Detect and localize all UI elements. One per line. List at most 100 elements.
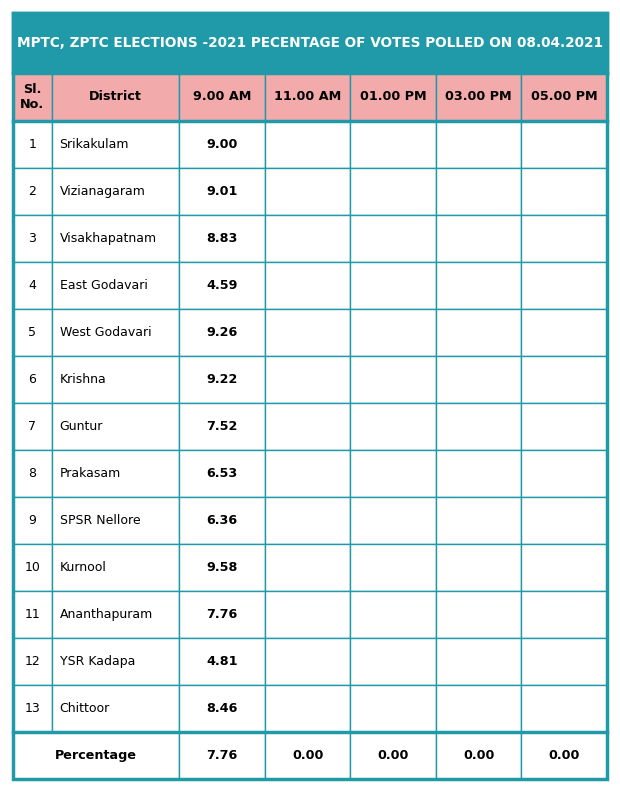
Bar [13, 121, 51, 168]
Bar [51, 73, 179, 121]
Bar [350, 356, 436, 403]
Bar [436, 732, 521, 779]
Bar [265, 262, 350, 309]
Bar [179, 215, 265, 262]
Bar [265, 403, 350, 450]
Text: 5: 5 [29, 326, 37, 339]
Text: Ananthapuram: Ananthapuram [60, 608, 153, 621]
Bar [179, 73, 265, 121]
Bar [350, 497, 436, 544]
Bar [179, 544, 265, 591]
Text: 7.52: 7.52 [206, 420, 238, 433]
Text: 4.81: 4.81 [206, 655, 238, 668]
Bar [265, 638, 350, 685]
Bar [521, 638, 607, 685]
Text: Chittoor: Chittoor [60, 702, 110, 715]
Bar [436, 685, 521, 732]
Bar [350, 121, 436, 168]
Bar [51, 591, 179, 638]
Text: East Godavari: East Godavari [60, 279, 148, 292]
Bar [13, 309, 51, 356]
Bar [265, 544, 350, 591]
Bar [179, 638, 265, 685]
Bar [350, 73, 436, 121]
Bar [179, 497, 265, 544]
Bar [179, 685, 265, 732]
Text: 9.26: 9.26 [206, 326, 237, 339]
Text: SPSR Nellore: SPSR Nellore [60, 514, 140, 527]
Bar [521, 450, 607, 497]
Bar [521, 309, 607, 356]
Text: 9: 9 [29, 514, 36, 527]
Text: 4: 4 [29, 279, 36, 292]
Bar [13, 497, 51, 544]
Text: 7.76: 7.76 [206, 608, 237, 621]
Bar [13, 638, 51, 685]
Bar [521, 356, 607, 403]
Bar [436, 450, 521, 497]
Bar [521, 544, 607, 591]
Text: YSR Kadapa: YSR Kadapa [60, 655, 135, 668]
Text: 9.01: 9.01 [206, 185, 238, 198]
Bar [51, 403, 179, 450]
Text: 9.58: 9.58 [206, 561, 238, 574]
Bar [13, 732, 179, 779]
Text: West Godavari: West Godavari [60, 326, 151, 339]
Bar [51, 121, 179, 168]
Text: Kurnool: Kurnool [60, 561, 107, 574]
Text: 9.00: 9.00 [206, 138, 238, 151]
Bar [521, 685, 607, 732]
Bar [51, 215, 179, 262]
Text: 9.00 AM: 9.00 AM [193, 90, 251, 104]
Bar [13, 13, 607, 73]
Bar [265, 73, 350, 121]
Bar [51, 497, 179, 544]
Bar [179, 732, 265, 779]
Bar [350, 732, 436, 779]
Bar [436, 215, 521, 262]
Bar [265, 591, 350, 638]
Text: 8: 8 [29, 467, 37, 480]
Bar [350, 215, 436, 262]
Text: 9.22: 9.22 [206, 373, 238, 386]
Bar [265, 497, 350, 544]
Bar [51, 168, 179, 215]
Bar [436, 638, 521, 685]
Bar [436, 497, 521, 544]
Bar [350, 168, 436, 215]
Text: 0.00: 0.00 [378, 749, 409, 762]
Bar [179, 309, 265, 356]
Bar [13, 450, 51, 497]
Bar [265, 685, 350, 732]
Bar [350, 591, 436, 638]
Bar [521, 403, 607, 450]
Bar [436, 356, 521, 403]
Bar [13, 356, 51, 403]
Text: Guntur: Guntur [60, 420, 103, 433]
Bar [13, 403, 51, 450]
Text: 3: 3 [29, 232, 36, 245]
Text: Percentage: Percentage [55, 749, 137, 762]
Text: Visakhapatnam: Visakhapatnam [60, 232, 157, 245]
Text: MPTC, ZPTC ELECTIONS -2021 PECENTAGE OF VOTES POLLED ON 08.04.2021: MPTC, ZPTC ELECTIONS -2021 PECENTAGE OF … [17, 36, 603, 50]
Bar [51, 262, 179, 309]
Bar [179, 403, 265, 450]
Bar [179, 262, 265, 309]
Bar [265, 450, 350, 497]
Text: 8.46: 8.46 [206, 702, 238, 715]
Bar [51, 309, 179, 356]
Bar [13, 262, 51, 309]
Text: Sl.
No.: Sl. No. [20, 83, 45, 111]
Text: 13: 13 [24, 702, 40, 715]
Bar [350, 544, 436, 591]
Bar [521, 73, 607, 121]
Text: 03.00 PM: 03.00 PM [445, 90, 512, 104]
Bar [13, 544, 51, 591]
Text: Krishna: Krishna [60, 373, 107, 386]
Bar [179, 121, 265, 168]
Bar [51, 685, 179, 732]
Bar [521, 497, 607, 544]
Bar [436, 262, 521, 309]
Text: 6.36: 6.36 [206, 514, 237, 527]
Bar [350, 262, 436, 309]
